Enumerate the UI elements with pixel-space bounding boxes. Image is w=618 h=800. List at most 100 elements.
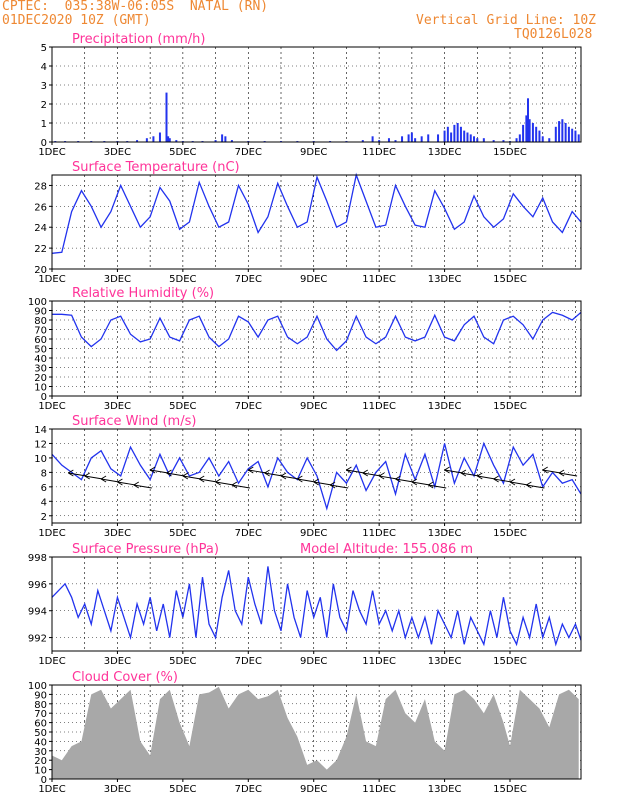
wind-arrowhead	[248, 466, 254, 474]
precip-bar	[407, 134, 410, 142]
x-tick-label: 9DEC	[300, 784, 327, 795]
precip-bar	[410, 132, 413, 142]
precip-bar	[548, 138, 551, 142]
y-tick-label: 60	[34, 335, 47, 346]
precip-bar	[446, 126, 449, 142]
precip-bar	[577, 134, 580, 142]
y-tick-label: 40	[34, 354, 47, 365]
panel-6	[49, 684, 582, 782]
x-tick-label: 13DEC	[428, 401, 462, 412]
precip-bar	[224, 136, 227, 142]
x-tick-label: 9DEC	[300, 528, 327, 539]
y-tick-label: 40	[34, 737, 47, 748]
wind-arrowhead	[280, 472, 287, 480]
wind-arrow	[215, 481, 234, 486]
precip-bar	[361, 140, 364, 142]
precip-bar	[554, 126, 557, 142]
wind-arrowhead	[542, 466, 548, 474]
precip-bar	[167, 136, 170, 142]
y-tick-label: 0	[41, 392, 47, 403]
precip-bar	[459, 126, 462, 142]
y-tick-label: 2	[41, 512, 47, 523]
panel-2	[49, 172, 582, 272]
panel-title: Relative Humidity (%)	[72, 286, 214, 301]
wind-arrow	[493, 478, 512, 483]
x-tick-label: 3DEC	[104, 656, 131, 667]
wind-arrow	[346, 469, 365, 474]
precip-bar	[528, 119, 531, 142]
panel-frame	[51, 46, 582, 143]
precip-bar	[502, 140, 505, 142]
x-tick-label: 3DEC	[104, 784, 131, 795]
x-tick-label: 5DEC	[169, 147, 196, 158]
wind-arrowhead	[329, 481, 336, 489]
y-tick-label: 20	[34, 756, 47, 767]
precip-bar	[571, 128, 574, 142]
wind-arrowhead	[362, 469, 369, 477]
wind-arrow	[231, 484, 251, 489]
wind-arrowhead	[198, 475, 205, 483]
precip-bar	[230, 140, 233, 142]
y-tick-label: 0	[41, 775, 47, 786]
precip-bar	[466, 132, 469, 142]
wind-arrowhead	[149, 466, 156, 474]
wind-arrow	[166, 472, 185, 477]
series-line	[52, 311, 582, 352]
wind-arrow	[428, 484, 447, 489]
precip-bar	[538, 130, 541, 142]
x-tick-label: 13DEC	[428, 656, 462, 667]
wind-arrowhead	[509, 478, 516, 486]
panel-title: Surface Temperature (nC)	[72, 160, 240, 175]
precip-bar	[453, 124, 456, 142]
precip-bar	[535, 126, 538, 142]
precip-bar	[414, 138, 417, 142]
x-tick-label: 11DEC	[362, 784, 396, 795]
x-tick-label: 5DEC	[169, 784, 196, 795]
y-tick-label: 20	[34, 265, 47, 276]
y-tick-label: 26	[34, 202, 47, 213]
wind-arrowhead	[460, 469, 467, 477]
x-tick-label: 7DEC	[235, 784, 262, 795]
wind-arrow	[411, 481, 430, 486]
wind-arrow	[100, 478, 120, 483]
x-tick-label: 3DEC	[104, 147, 131, 158]
series-line	[51, 441, 582, 511]
precip-bar	[420, 136, 423, 142]
cloud-cover-area	[52, 686, 579, 779]
y-tick-label: 80	[34, 316, 47, 327]
y-tick-label: 12	[34, 439, 47, 450]
wind-arrowhead	[444, 466, 450, 474]
panel-3	[49, 300, 582, 399]
precip-bar	[456, 123, 459, 142]
y-tick-label: 6	[41, 483, 47, 494]
y-tick-label: 22	[34, 244, 47, 255]
y-tick-label: 30	[34, 747, 47, 758]
wind-arrowhead	[297, 475, 303, 483]
wind-arrow	[542, 469, 561, 474]
station-header: CPTEC: 035:38W-06:05S NATAL (RN)	[2, 0, 269, 14]
precip-bar	[168, 138, 171, 142]
y-tick-label: 60	[34, 719, 47, 730]
x-tick-label: 7DEC	[235, 528, 262, 539]
precip-bar	[558, 121, 561, 142]
x-tick-label: 13DEC	[428, 528, 462, 539]
x-tick-label: 1DEC	[38, 274, 65, 285]
wind-arrow	[264, 472, 283, 477]
precip-bar	[158, 132, 161, 142]
precip-bar	[165, 92, 168, 142]
y-tick-label: 5	[41, 43, 47, 54]
y-tick-label: 80	[34, 700, 47, 711]
y-tick-label: 994	[28, 607, 47, 618]
y-tick-label: 24	[34, 223, 47, 234]
x-tick-label: 1DEC	[38, 784, 65, 795]
precip-bar	[574, 130, 577, 142]
wind-arrow	[526, 484, 545, 489]
wind-arrowhead	[84, 472, 90, 480]
wind-arrowhead	[264, 469, 270, 477]
precip-bar	[476, 138, 479, 142]
x-tick-label: 15DEC	[493, 401, 527, 412]
wind-arrowhead	[477, 472, 483, 480]
wind-arrowhead	[395, 475, 401, 483]
x-tick-label: 5DEC	[169, 274, 196, 285]
panel-1	[49, 46, 582, 145]
